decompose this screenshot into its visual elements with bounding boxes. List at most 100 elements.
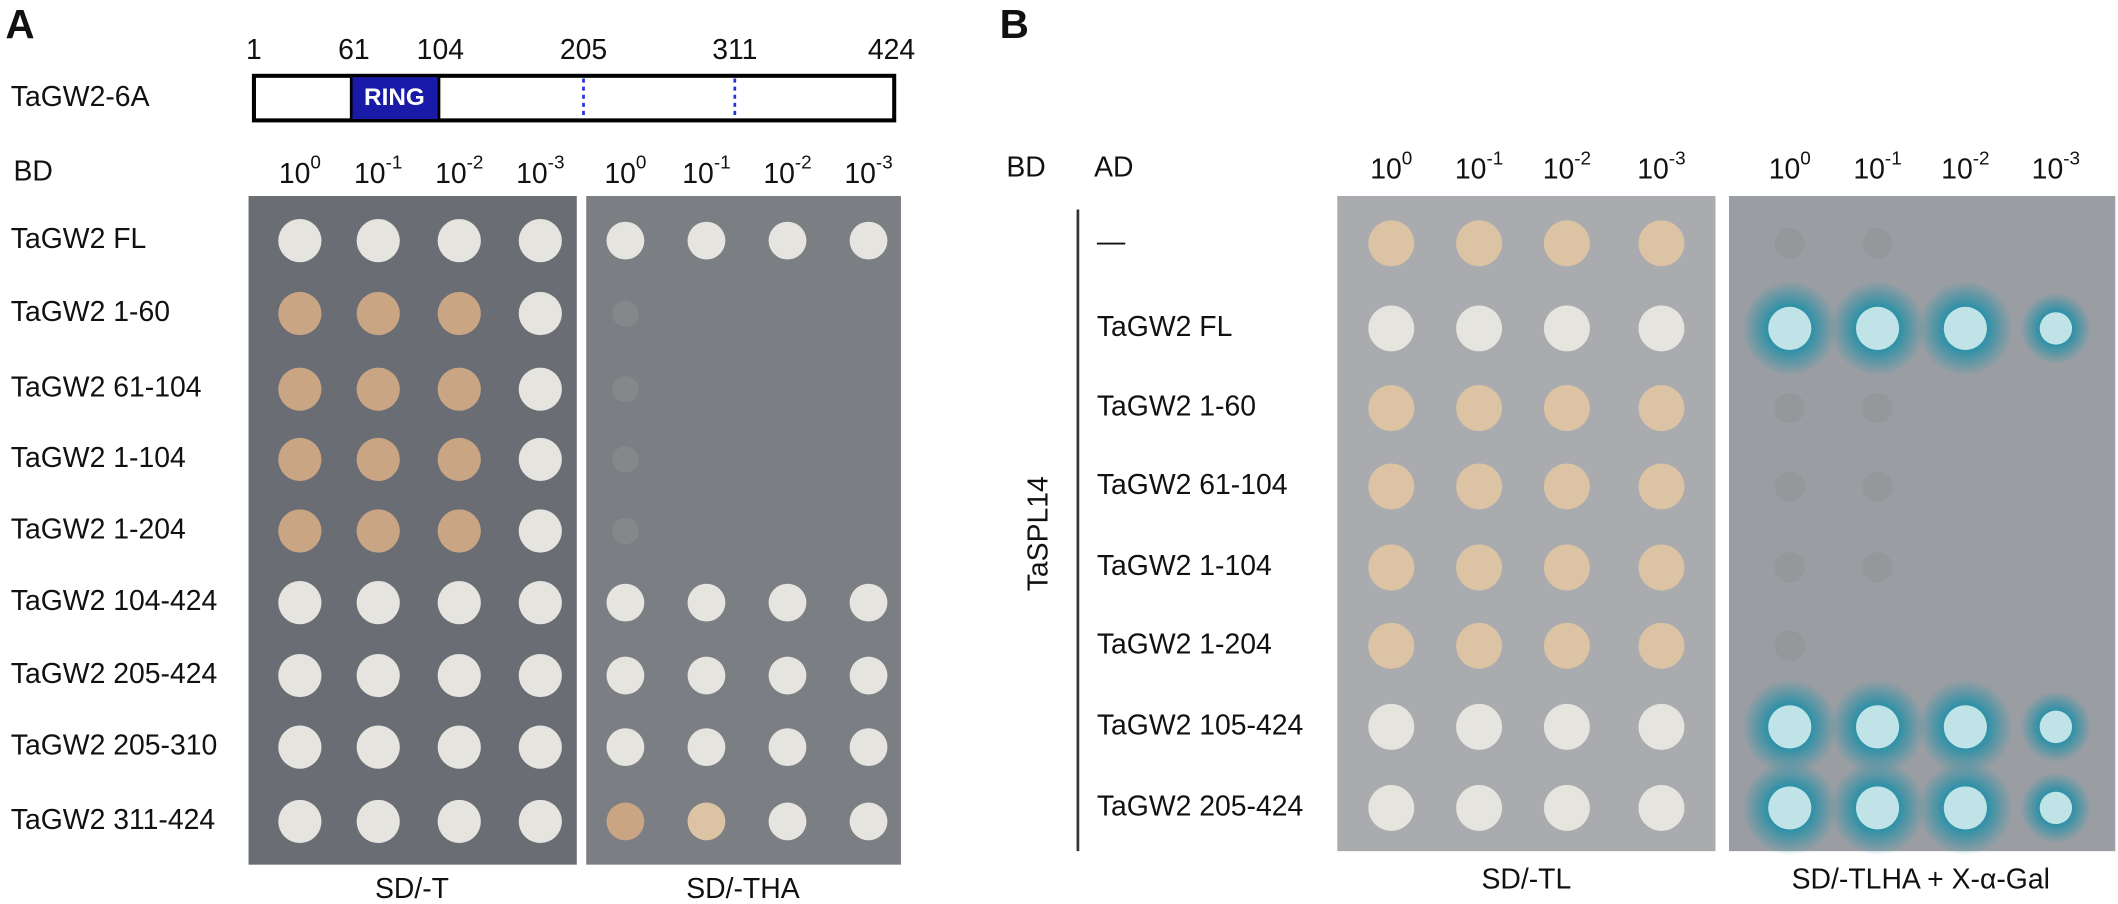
panel-label: A <box>5 1 34 47</box>
spot <box>278 291 322 336</box>
spot <box>1368 784 1415 831</box>
row-label: TaGW2 1-204 <box>1097 628 1272 660</box>
spot <box>1543 703 1590 750</box>
row-label: TaGW2 205-310 <box>11 730 218 762</box>
spot <box>356 509 400 553</box>
bd-label: BD <box>1006 151 1045 183</box>
position-label: 104 <box>417 34 464 66</box>
spot <box>1456 703 1503 750</box>
dilution-label: 10-1 <box>1853 149 1901 187</box>
spot <box>687 656 726 695</box>
position-label: 424 <box>868 34 915 66</box>
spot <box>768 583 807 622</box>
spot <box>1543 220 1590 267</box>
spot <box>1768 786 1812 830</box>
spot <box>1862 392 1893 424</box>
spot <box>849 221 888 260</box>
dilution-base: 10 <box>435 158 467 190</box>
spot <box>278 725 322 769</box>
position-label: 61 <box>338 34 370 66</box>
dilution-base: 10 <box>279 158 311 190</box>
spot <box>356 799 400 844</box>
position-label: 1 <box>246 34 262 66</box>
row-label: TaGW2 1-60 <box>1097 391 1256 423</box>
spot <box>518 437 562 482</box>
spot <box>437 580 481 625</box>
spot <box>768 802 807 841</box>
spot <box>356 725 400 769</box>
dilution-base: 10 <box>354 158 386 190</box>
spot <box>1456 305 1503 352</box>
row-label: TaGW2 1-104 <box>11 442 186 474</box>
spot <box>278 580 322 625</box>
panel-label: B <box>1000 1 1029 47</box>
spot <box>1774 630 1805 661</box>
spot <box>518 509 562 553</box>
row-label: TaGW2 FL <box>1097 311 1233 343</box>
dilution-exp: -1 <box>1486 149 1503 170</box>
dilution-exp: -2 <box>1574 149 1591 170</box>
spot <box>1774 392 1805 424</box>
bd-label: BD <box>14 156 53 188</box>
row-label: TaGW2 61-104 <box>11 372 202 404</box>
spot <box>1855 705 1900 749</box>
spot <box>1368 220 1415 267</box>
dilution-label: 10-3 <box>2032 149 2080 187</box>
spot <box>518 653 562 698</box>
spot <box>606 802 645 841</box>
spot <box>2039 312 2073 345</box>
spot <box>437 653 481 698</box>
row-label: TaGW2 311-424 <box>11 804 215 836</box>
spot <box>356 367 400 411</box>
plate-label: SD/-TL <box>1481 863 1571 895</box>
spot <box>606 656 645 695</box>
row-label: TaGW2 1-204 <box>11 514 186 546</box>
dilution-base: 10 <box>1853 154 1885 186</box>
dilution-base: 10 <box>1370 154 1402 186</box>
spot <box>606 583 645 622</box>
spot <box>1774 552 1805 583</box>
spot <box>1456 784 1503 831</box>
spot <box>1368 544 1415 591</box>
spot <box>1638 463 1685 510</box>
dilution-base: 10 <box>516 158 548 190</box>
spot <box>356 437 400 482</box>
spot <box>2039 710 2073 744</box>
spot <box>1862 471 1893 502</box>
position-label: 205 <box>560 34 607 66</box>
spot <box>1368 463 1415 510</box>
spot <box>1638 385 1685 432</box>
dilution-base: 10 <box>1637 154 1669 186</box>
spot <box>278 509 322 553</box>
spot <box>437 291 481 336</box>
dilution-exp: -1 <box>1885 149 1902 170</box>
spot <box>1862 552 1893 583</box>
spot <box>1543 305 1590 352</box>
spot <box>849 583 888 622</box>
spot <box>1774 471 1805 502</box>
spot <box>849 656 888 695</box>
dilution-exp: -1 <box>386 153 403 174</box>
spot <box>278 799 322 844</box>
spot <box>278 218 322 263</box>
bait-label: TaSPL14 <box>1023 476 1055 591</box>
spot <box>1368 385 1415 432</box>
spot <box>2039 791 2073 825</box>
dilution-label: 10-1 <box>682 153 730 191</box>
dilution-exp: 0 <box>1402 149 1413 170</box>
spot <box>356 218 400 263</box>
spot <box>1543 544 1590 591</box>
spot <box>278 367 322 411</box>
plate-label: SD/-TLHA + X-α-Gal <box>1792 863 2050 895</box>
spot <box>1768 705 1812 749</box>
spot <box>437 725 481 769</box>
position-label: 311 <box>712 34 757 66</box>
construct-name: TaGW2-6A <box>11 81 150 113</box>
dilution-exp: 0 <box>1800 149 1811 170</box>
dilution-exp: -3 <box>876 153 893 174</box>
dilution-exp: -2 <box>467 153 484 174</box>
spot <box>1855 786 1900 830</box>
dilution-exp: -3 <box>1669 149 1686 170</box>
spot <box>1862 228 1893 259</box>
